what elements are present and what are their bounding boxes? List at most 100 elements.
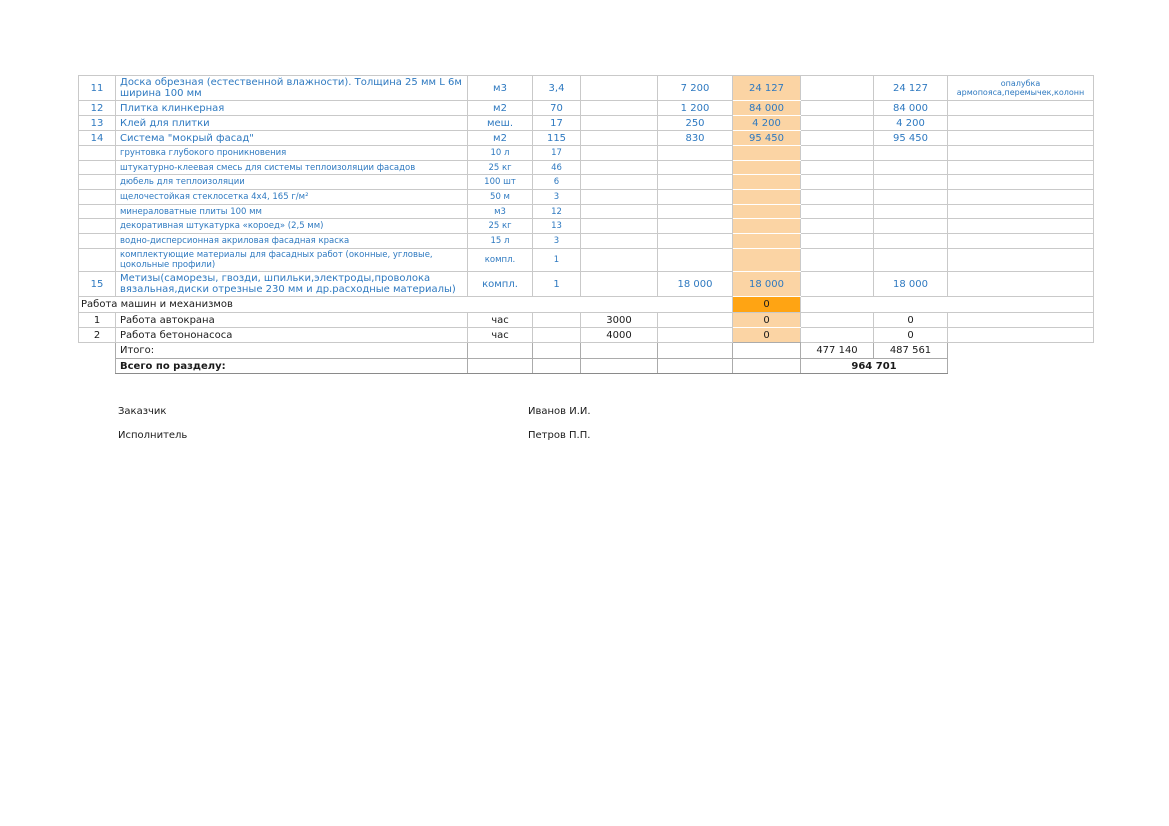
cell-unit: компл. [467,271,533,297]
cell-total-highlighted: 18 000 [732,271,801,297]
cell-grand-total-label: Всего по разделу: [115,358,468,374]
cell-unit: м3 [467,204,533,219]
cell-machine-rate: 3000 [580,312,658,328]
cell-empty [580,358,658,374]
cell-total-highlighted [732,218,801,234]
table-row-sub: щелочестойкая стеклосетка 4х4, 165 г/м² 5… [78,189,1094,205]
cell-total: 0 [873,327,948,343]
cell-empty [532,358,581,374]
table-row-grand: Всего по разделу: 964 701 [79,358,1094,374]
cell-note [947,174,1094,190]
cell-total: 24 127 [873,75,948,101]
table-row-2: 2 Работа бетононасоса час 4000 0 0 [78,327,1094,343]
cell-note [947,160,1094,175]
cell-empty [532,342,581,359]
cell-machine-rate [580,145,658,161]
cell-total [873,233,948,249]
cell-description: декоративная штукатурка «короед» (2,5 мм… [115,218,468,234]
cell-unit-price: 7 200 [657,75,733,101]
cell-description: комплектующие материалы для фасадных раб… [115,248,468,272]
cell-empty-h [800,233,874,249]
cell-quantity: 13 [532,218,581,234]
cell-total: 4 200 [873,115,948,131]
cell-note [947,218,1094,234]
cell-row-number [78,160,116,175]
cell-unit: 100 шт [467,174,533,190]
cell-unit-price: 1 200 [657,100,733,116]
cell-note [947,204,1094,219]
cell-empty-h [800,174,874,190]
cell-ghost [948,359,1094,374]
cell-note [947,130,1094,146]
cell-row-number [78,145,116,161]
cell-machine-rate [580,100,658,116]
cell-quantity: 3 [532,189,581,205]
cell-empty-h [800,160,874,175]
table-row-sub: грунтовка глубокого проникновения 10 л 17 [78,145,1094,161]
cell-total [873,204,948,219]
cell-total-highlighted [732,204,801,219]
cell-unit-price: 830 [657,130,733,146]
cell-total: 18 000 [873,271,948,297]
table-row-12: 12 Плитка клинкерная м2 70 1 200 84 000 84 000 [78,100,1094,116]
table-row-sub: декоративная штукатурка «короед» (2,5 мм… [78,218,1094,234]
cell-description: Система "мокрый фасад" [115,130,468,146]
cell-unit: час [467,327,533,343]
cell-description: водно-дисперсионная акриловая фасадная к… [115,233,468,249]
cell-empty [732,342,801,359]
cell-empty [467,342,533,359]
table-row-13: 13 Клей для плитки меш. 17 250 4 200 4 200 [78,115,1094,131]
cell-quantity: 46 [532,160,581,175]
cell-machine-rate [580,189,658,205]
cell-unit-price [657,174,733,190]
cell-quantity: 6 [532,174,581,190]
cell-unit-price [657,160,733,175]
cell-unit: 15 л [467,233,533,249]
customer-name: Иванов И.И. [528,406,591,417]
cell-total-highlighted: 0 [732,296,801,313]
cell-unit: м3 [467,75,533,101]
cell-machine-rate [580,204,658,219]
cell-quantity: 3 [532,233,581,249]
cell-empty-h [800,327,874,343]
cell-description: Работа бетононасоса [115,327,468,343]
cell-empty-h [800,115,874,131]
table-row-sub: минераловатные плиты 100 мм м3 12 [78,204,1094,219]
cell-quantity [532,312,581,328]
cell-quantity: 17 [532,115,581,131]
cell-description: Метизы(саморезы, гвозди, шпильки,электро… [115,271,468,297]
table-row-14: 14 Система "мокрый фасад" м2 115 830 95 450 95… [78,130,1094,146]
cell-unit-price [657,233,733,249]
cell-empty [657,342,733,359]
cell-unit: 25 кг [467,218,533,234]
table-row-total: Итого: 477 140 487 561 [79,342,1094,359]
cell-note [947,145,1094,161]
cell-row-number [78,218,116,234]
cell-description: минераловатные плиты 100 мм [115,204,468,219]
cell-empty-h [800,75,874,101]
cell-unit-price [657,248,733,272]
cell-note [947,189,1094,205]
cell-empty [580,342,658,359]
cell-quantity: 115 [532,130,581,146]
cell-note [947,115,1094,131]
cell-empty-h [800,130,874,146]
cell-empty-h [800,248,874,272]
cell-description: Работа автокрана [115,312,468,328]
cell-machine-rate: 4000 [580,327,658,343]
estimate-table: 11 Доска обрезная (естественной влажности… [78,75,1094,374]
table-row-15: 15 Метизы(саморезы, гвозди, шпильки,элект… [78,271,1094,297]
cell-total-highlighted: 24 127 [732,75,801,101]
table-row-sub: водно-дисперсионная акриловая фасадная к… [78,233,1094,249]
cell-empty-h [800,204,874,219]
cell-row-number [78,174,116,190]
cell-empty-h [800,145,874,161]
cell-ghost [79,359,116,374]
cell-unit: компл. [467,248,533,272]
cell-quantity: 1 [532,248,581,272]
cell-unit-price [657,189,733,205]
cell-unit-price: 250 [657,115,733,131]
contractor-name: Петров П.П. [528,430,591,441]
cell-total [873,160,948,175]
